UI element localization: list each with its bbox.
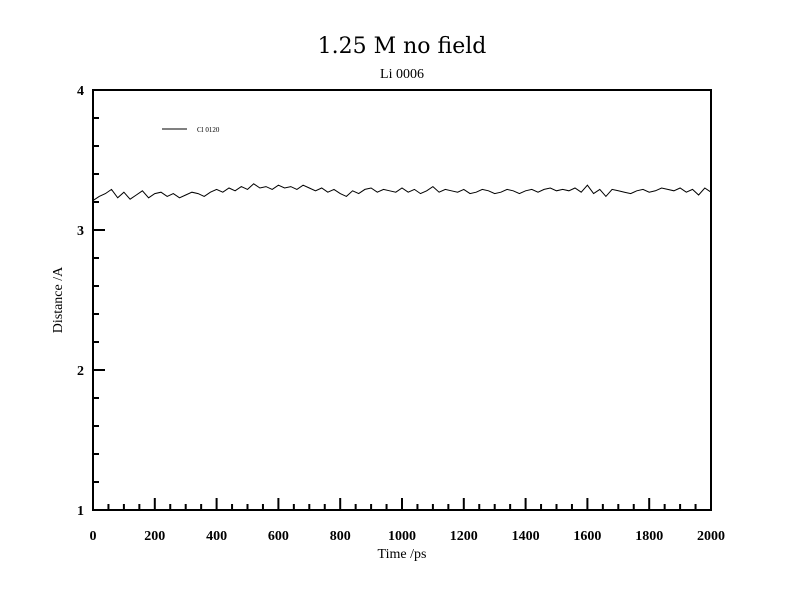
x-tick-label: 800 xyxy=(330,529,351,544)
legend-label-cl-0120: Cl 0120 xyxy=(197,126,220,134)
y-tick-label: 3 xyxy=(77,224,84,239)
y-axis-label: Distance /A xyxy=(51,266,66,333)
legend: Cl 0120 xyxy=(162,126,220,134)
x-tick-label: 600 xyxy=(268,529,289,544)
x-tick-label: 200 xyxy=(144,529,165,544)
plot-frame xyxy=(92,89,712,511)
chart-title: 1.25 M no field xyxy=(318,34,487,59)
y-tick-label: 4 xyxy=(77,84,84,99)
y-tick-label: 1 xyxy=(77,504,84,519)
series-line-cl-0120 xyxy=(92,183,712,202)
x-tick-label: 1800 xyxy=(635,529,663,544)
x-axis-tick-labels: 0 200 400 600 800 1000 1200 1400 1600 1800 2000 xyxy=(90,529,726,544)
x-tick-label: 400 xyxy=(206,529,227,544)
x-tick-label: 1000 xyxy=(388,529,416,544)
x-tick-label: 1600 xyxy=(573,529,601,544)
y-tick-label: 2 xyxy=(77,364,84,379)
x-tick-label: 0 xyxy=(90,529,97,544)
x-tick-label: 2000 xyxy=(697,529,725,544)
x-axis-label: Time /ps xyxy=(378,547,427,562)
y-axis-tick-labels: 1 2 3 4 xyxy=(77,84,84,519)
chart-subtitle: Li 0006 xyxy=(380,67,424,82)
y-axis-ticks xyxy=(93,89,105,511)
x-axis-ticks xyxy=(92,498,712,510)
x-tick-label: 1200 xyxy=(450,529,478,544)
x-tick-label: 1400 xyxy=(512,529,540,544)
